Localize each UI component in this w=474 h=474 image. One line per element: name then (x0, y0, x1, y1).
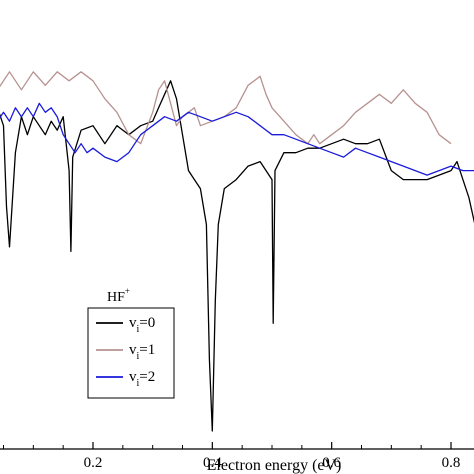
x-tick-label: 0.2 (84, 455, 103, 471)
legend-entries: vi=0 vi=1 vi=2 (96, 315, 155, 389)
series-line-2 (0, 102, 474, 176)
series-layer (0, 71, 474, 432)
legend-title: HF+ (107, 286, 130, 305)
x-tick-label: 0.4 (203, 455, 222, 471)
legend-label-1: vi=1 (129, 342, 155, 362)
plot-area (0, 71, 474, 432)
x-tick-label: 0.8 (442, 455, 461, 471)
legend: HF+ vi=0 vi=1 vi=2 (87, 286, 175, 399)
legend-label-2: vi=2 (129, 369, 155, 389)
x-tick-label: 0.6 (322, 455, 341, 471)
series-line-0 (0, 80, 474, 432)
legend-label-0: vi=0 (129, 315, 155, 335)
x-axis-label: Electron energy (eV) (207, 457, 342, 474)
x-axis-ticks: 0.2 0.4 0.6 0.8 (3, 442, 461, 471)
